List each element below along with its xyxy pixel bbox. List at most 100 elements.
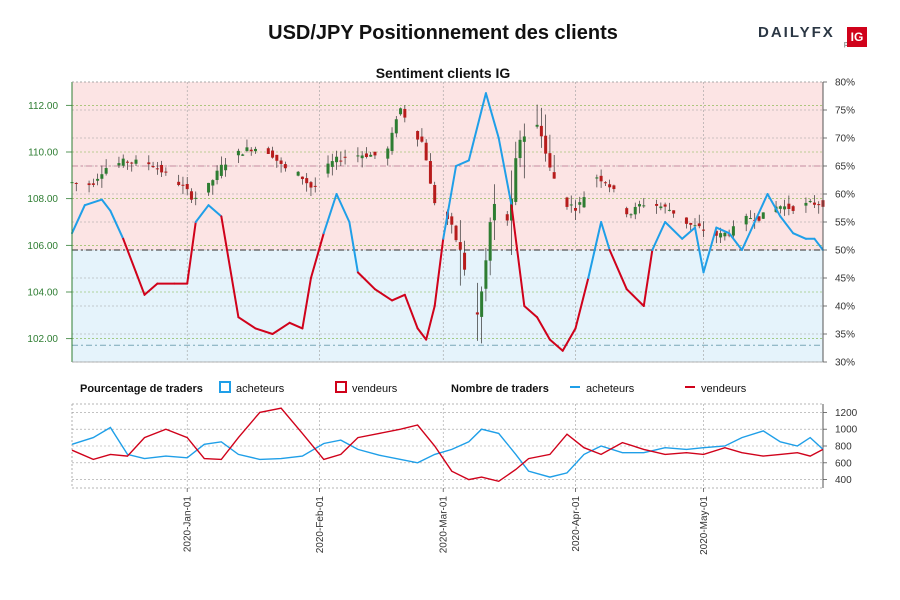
candle-body — [164, 171, 168, 173]
x-axis: 2020-Jan-01 2020-Feb-01 2020-Mar-01 2020-Ap… — [183, 488, 710, 555]
legend-sellers-label: vendeurs — [352, 383, 398, 395]
legend-count-title: Nombre de traders — [451, 383, 549, 395]
logo-wordmark: DAILYFX — [758, 24, 835, 41]
price-tick-label: 112.00 — [28, 101, 58, 112]
candle-body — [454, 225, 458, 241]
buyers-pct-line — [237, 316, 257, 330]
candle-body — [778, 206, 782, 209]
candle-body — [535, 124, 539, 127]
buyers-pct-line — [548, 338, 564, 352]
candle-body — [416, 131, 420, 140]
candle-body — [160, 164, 164, 173]
candle-body — [87, 183, 91, 186]
x-tick-label: 2020-Feb-01 — [315, 496, 326, 554]
buyers-pct-line — [536, 316, 551, 341]
candle-body — [253, 148, 257, 152]
legend-count-buyers-label: acheteurs — [586, 383, 635, 395]
candle-body — [484, 260, 488, 289]
candle-body — [761, 212, 765, 219]
candle-body — [458, 242, 462, 250]
candle-body — [211, 180, 215, 186]
candle-body — [693, 225, 697, 227]
candle-body — [684, 217, 688, 224]
candle-body — [791, 206, 795, 211]
pct-tick-label: 80% — [835, 78, 855, 89]
candle-body — [757, 216, 761, 221]
candle-body — [492, 203, 496, 221]
buyers-pct-line — [813, 237, 824, 251]
candle-body — [748, 218, 752, 220]
candle-body — [373, 151, 377, 156]
buyers-pct-line — [600, 221, 611, 251]
count-tick-label: 1000 — [835, 425, 858, 436]
buyers-pct-line — [207, 204, 223, 218]
candle-body — [147, 162, 151, 165]
candle-body — [719, 233, 723, 238]
page-title: USD/JPY Positionnement des clients — [268, 22, 618, 44]
pct-tick-label: 70% — [835, 134, 855, 145]
buyers-pct-line — [484, 92, 500, 139]
buyers-pct-line — [442, 165, 458, 240]
candle-body — [608, 184, 612, 188]
candle-body — [271, 150, 275, 158]
candle-body — [727, 234, 731, 236]
pct-tick-label: 50% — [835, 246, 855, 257]
candle-body — [121, 158, 125, 166]
buyers-pct-line — [135, 271, 146, 296]
candle-body — [714, 230, 718, 236]
candle-body — [450, 216, 454, 225]
count-tick-label: 800 — [835, 442, 852, 453]
candle-body — [343, 156, 347, 158]
price-tick-label: 106.00 — [27, 241, 58, 252]
candle-body — [356, 155, 360, 157]
count-tick-label: 1200 — [835, 408, 858, 419]
main-panel: 30% 35% 40% 45% 50% 55% 60% 65% 70% 75% 80% 102.00 1… — [27, 78, 855, 369]
candle-body — [134, 159, 138, 164]
candle-body — [667, 209, 671, 211]
count-series-vendeurs — [71, 407, 824, 483]
price-tick-label: 108.00 — [27, 194, 58, 205]
count-tick-label: 600 — [835, 458, 852, 469]
candle-body — [96, 178, 100, 181]
price-tick-label: 104.00 — [27, 288, 58, 299]
candle-body — [744, 215, 748, 225]
candle-body — [599, 175, 603, 182]
buyers-pct-line — [625, 288, 645, 307]
candle-body — [633, 206, 637, 215]
candle-body — [629, 214, 633, 216]
candle-body — [433, 184, 437, 204]
candle-body — [663, 204, 667, 207]
buyers-pct-line — [433, 237, 445, 307]
candle-body — [335, 156, 339, 163]
candle-body — [804, 202, 808, 206]
candle-body — [275, 154, 279, 161]
candle-body — [569, 204, 573, 206]
candle-body — [300, 176, 304, 180]
candle-body — [394, 119, 398, 134]
buyers-pct-line — [254, 327, 274, 335]
candle-body — [689, 222, 693, 225]
x-tick-label: 2020-May-01 — [699, 496, 710, 555]
candle-body — [544, 135, 548, 154]
buyers-pct-line — [455, 159, 470, 167]
buyers-pct-line — [373, 288, 394, 302]
buyers-pct-line — [301, 277, 312, 330]
buyers-pct-line — [728, 232, 743, 251]
candle-body — [309, 182, 313, 188]
candle-body — [266, 148, 270, 154]
buyers-pct-line — [467, 92, 487, 162]
buyers-pct-line — [391, 293, 406, 302]
candle-body — [403, 108, 407, 118]
candle-body — [245, 147, 249, 151]
candle-body — [505, 214, 509, 221]
x-tick-label: 2020-Jan-01 — [183, 496, 194, 553]
candle-body — [574, 207, 578, 211]
buyers-pct-line — [271, 321, 291, 335]
candle-body — [130, 162, 134, 164]
pct-tick-label: 65% — [835, 162, 855, 173]
buyers-pct-line — [288, 321, 304, 330]
count-panel: 400 600 800 1000 1200 — [71, 403, 858, 489]
candle-body — [552, 172, 556, 179]
candle-body — [104, 168, 108, 174]
